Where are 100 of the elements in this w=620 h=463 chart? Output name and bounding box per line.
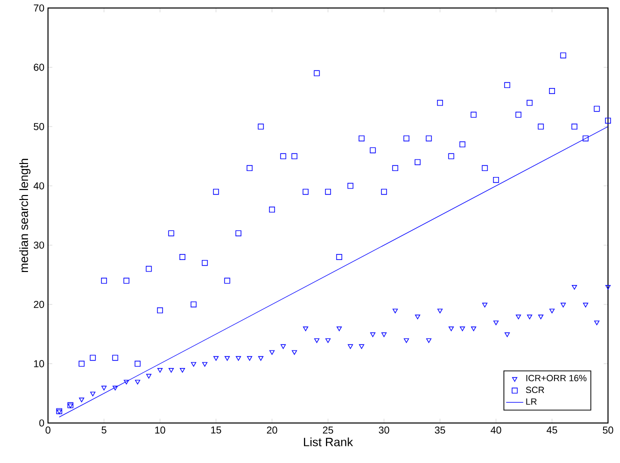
point — [247, 356, 252, 361]
point — [236, 356, 242, 361]
point — [336, 254, 342, 260]
point — [572, 284, 578, 290]
legend-label: ICR+ORR 16% — [526, 374, 586, 382]
point — [392, 308, 398, 314]
point — [448, 326, 454, 332]
point — [101, 386, 107, 390]
legend-label: LR — [526, 398, 537, 405]
point — [437, 100, 443, 106]
point — [213, 356, 219, 361]
point — [504, 82, 510, 88]
point — [459, 141, 466, 148]
point — [516, 314, 522, 320]
x-tick-label: 10 — [155, 426, 166, 434]
point — [381, 188, 387, 195]
x-tick-label: 15 — [211, 426, 222, 434]
point — [79, 398, 84, 402]
point — [190, 301, 197, 308]
y-tick-label: 40 — [34, 182, 44, 190]
point — [582, 135, 589, 142]
point — [347, 182, 354, 189]
point — [560, 52, 566, 58]
point — [134, 360, 141, 367]
point — [146, 374, 152, 379]
x-tick-label: 5 — [102, 426, 106, 434]
point — [549, 88, 555, 94]
point — [403, 135, 410, 142]
point — [202, 362, 208, 367]
point — [246, 165, 253, 172]
point — [437, 308, 443, 314]
point — [124, 380, 130, 384]
point — [460, 326, 466, 332]
point — [191, 362, 196, 367]
point — [426, 338, 432, 343]
point — [504, 332, 510, 338]
point — [235, 230, 242, 236]
point — [101, 278, 107, 284]
x-axis-title: List Rank — [304, 437, 354, 446]
point — [258, 124, 264, 130]
point — [482, 302, 488, 308]
point — [493, 320, 499, 326]
point — [415, 314, 420, 320]
point — [112, 354, 118, 361]
x-tick-label: 45 — [546, 426, 558, 434]
point — [325, 188, 331, 195]
point — [605, 284, 611, 290]
point — [112, 386, 118, 390]
point — [493, 176, 499, 183]
point — [180, 368, 186, 373]
point — [526, 100, 533, 106]
point — [157, 368, 163, 373]
x-tick-label: 40 — [490, 426, 502, 434]
point — [594, 320, 600, 326]
point — [583, 302, 588, 308]
point — [303, 326, 308, 332]
point — [157, 307, 163, 314]
x-tick-label: 20 — [266, 426, 278, 434]
point — [471, 326, 476, 332]
point — [123, 278, 130, 284]
point — [482, 165, 488, 172]
point — [291, 153, 298, 160]
point — [269, 350, 275, 355]
x-tick-label: 35 — [434, 426, 446, 434]
y-tick-label: 20 — [34, 300, 44, 308]
point — [359, 344, 364, 349]
point — [549, 308, 555, 314]
point — [448, 153, 454, 160]
point — [605, 118, 611, 124]
point — [202, 260, 208, 266]
point — [90, 392, 96, 396]
x-tick-label: 0 — [46, 426, 50, 434]
point — [571, 124, 578, 130]
point — [414, 159, 421, 166]
point — [336, 326, 342, 332]
point — [269, 206, 275, 213]
point — [392, 165, 398, 172]
point — [292, 350, 298, 355]
x-tick-label: 30 — [378, 426, 390, 434]
point — [470, 112, 477, 118]
point — [358, 135, 365, 142]
y-axis-title: median search length — [19, 158, 30, 272]
point — [179, 254, 186, 260]
y-tick-label: 60 — [34, 64, 44, 71]
point — [213, 188, 219, 195]
y-tick-label: 50 — [34, 123, 44, 130]
point — [348, 344, 354, 349]
point — [594, 106, 600, 112]
point — [168, 368, 174, 373]
y-tick-label: 70 — [34, 4, 44, 12]
point — [78, 360, 85, 367]
point — [302, 188, 309, 195]
point — [314, 70, 320, 76]
y-tick-label: 30 — [34, 242, 44, 249]
point — [168, 230, 174, 236]
point — [325, 338, 331, 343]
point — [258, 356, 264, 361]
legend-label: SCR — [526, 386, 544, 394]
x-tick-label: 50 — [602, 426, 614, 434]
point — [135, 380, 140, 384]
